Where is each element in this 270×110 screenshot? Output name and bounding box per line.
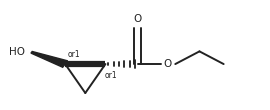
Polygon shape [31, 51, 68, 67]
Text: or1: or1 [67, 50, 80, 59]
Text: HO: HO [9, 47, 25, 57]
Text: O: O [163, 59, 171, 69]
Text: O: O [134, 14, 142, 24]
Text: or1: or1 [105, 71, 117, 80]
